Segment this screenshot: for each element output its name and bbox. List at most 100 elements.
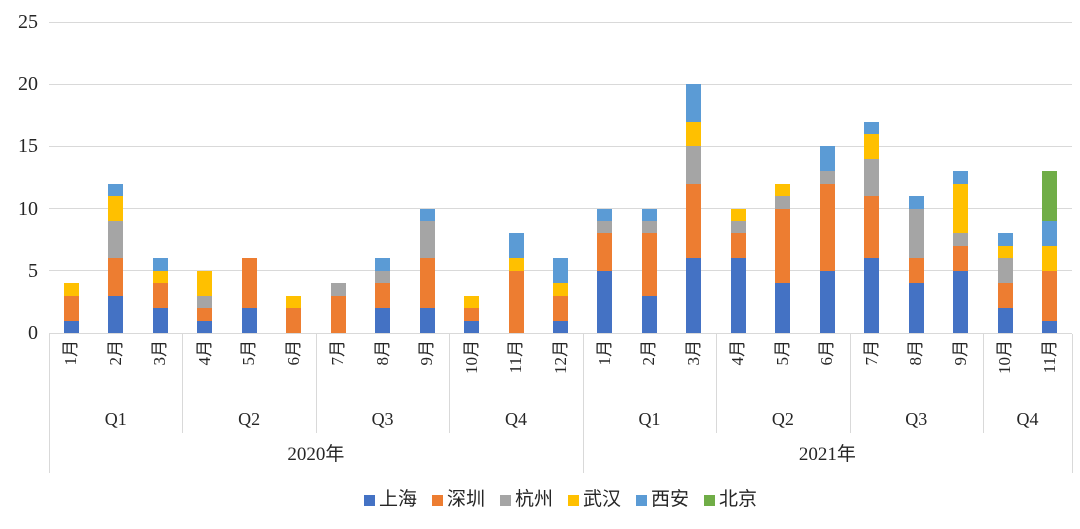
y-axis-tick-label: 25 — [18, 11, 38, 33]
bar-segment-深圳 — [553, 295, 568, 321]
quarter-divider — [182, 334, 184, 433]
legend-swatch-icon — [363, 494, 375, 506]
bar-segment-武汉 — [508, 258, 524, 271]
bar-segment-深圳 — [108, 258, 124, 296]
bar-segment-西安 — [375, 258, 391, 271]
quarter-divider — [716, 334, 718, 433]
legend-swatch-icon — [636, 494, 648, 506]
bar-segment-上海 — [908, 283, 924, 333]
bar-segment-上海 — [152, 308, 168, 333]
bar-segment-深圳 — [375, 283, 391, 309]
month-tick-label: 9月 — [417, 340, 437, 366]
month-tick-label: 7月 — [328, 340, 348, 366]
month-tick-label: 4月 — [728, 340, 748, 366]
legend: 上海 深圳 杭州 武汉 西安 北京 — [49, 486, 1072, 514]
gridline — [49, 145, 1072, 147]
bar-segment-上海 — [241, 308, 257, 333]
legend-label: 武汉 — [583, 489, 622, 510]
bar-segment-上海 — [730, 258, 746, 333]
bar-segment-西安 — [997, 233, 1013, 246]
bar-segment-西安 — [953, 171, 969, 184]
bar-segment-杭州 — [997, 258, 1013, 284]
bar-segment-杭州 — [908, 208, 924, 259]
bar-segment-西安 — [864, 121, 880, 134]
bar-segment-西安 — [108, 183, 124, 197]
bar-segment-武汉 — [775, 183, 791, 197]
bar-segment-杭州 — [819, 171, 835, 184]
legend-label: 西安 — [651, 489, 690, 510]
legend-swatch-icon — [431, 494, 443, 506]
legend-item-上海: 上海 — [363, 489, 417, 511]
bar-segment-上海 — [953, 270, 969, 333]
month-tick-label: 2月 — [639, 340, 659, 366]
bar-segment-杭州 — [864, 158, 880, 197]
quarter-label: Q2 — [771, 409, 794, 429]
quarter-label: Q1 — [104, 409, 127, 429]
legend-item-杭州: 杭州 — [499, 489, 553, 511]
month-tick-label: 6月 — [817, 340, 837, 366]
month-tick-label: 3月 — [683, 340, 703, 366]
month-tick-label: 2月 — [105, 340, 125, 366]
bar-segment-杭州 — [775, 196, 791, 209]
bar-segment-上海 — [375, 308, 391, 333]
bar-segment-武汉 — [553, 283, 568, 296]
quarter-label: Q1 — [638, 409, 661, 429]
bar-segment-武汉 — [953, 183, 969, 234]
legend-label: 北京 — [719, 489, 758, 510]
month-tick-label: 1月 — [61, 340, 81, 366]
bar-segment-上海 — [1042, 320, 1058, 333]
year-divider — [49, 334, 50, 473]
gridline — [49, 21, 1072, 23]
bar-segment-杭州 — [108, 221, 124, 259]
bar-segment-深圳 — [286, 308, 302, 333]
bar-segment-深圳 — [864, 196, 880, 259]
bar-segment-杭州 — [730, 221, 746, 234]
bar-segment-上海 — [819, 270, 835, 333]
bar-segment-深圳 — [597, 233, 613, 271]
bar-segment-武汉 — [464, 295, 480, 309]
bar-segment-深圳 — [152, 283, 168, 309]
year-divider — [1072, 334, 1073, 473]
bar-segment-西安 — [419, 208, 435, 222]
bar-segment-深圳 — [819, 183, 835, 271]
bar-segment-西安 — [597, 208, 613, 222]
quarter-label: Q3 — [371, 409, 394, 429]
bar-segment-深圳 — [419, 258, 435, 309]
bar-segment-武汉 — [197, 270, 213, 296]
bar-segment-上海 — [641, 295, 657, 333]
bar-segment-西安 — [152, 258, 168, 271]
bar-segment-上海 — [63, 320, 79, 333]
bar-segment-上海 — [464, 320, 480, 333]
bar-segment-深圳 — [508, 270, 524, 333]
bar-segment-深圳 — [330, 295, 346, 333]
bar-segment-杭州 — [597, 221, 613, 234]
bar-segment-西安 — [819, 146, 835, 172]
bar-segment-武汉 — [108, 196, 124, 222]
bar-segment-杭州 — [641, 221, 657, 234]
bar-segment-杭州 — [419, 221, 435, 259]
quarter-divider — [449, 334, 451, 433]
month-tick-label: 5月 — [239, 340, 259, 366]
legend-swatch-icon — [568, 494, 579, 506]
bar-segment-深圳 — [997, 283, 1013, 309]
legend-swatch-icon — [499, 494, 511, 506]
legend-item-西安: 西安 — [636, 489, 689, 511]
month-tick-label: 11月 — [1039, 340, 1059, 374]
legend-item-深圳: 深圳 — [431, 489, 485, 511]
year-label: 2020年 — [287, 444, 345, 465]
month-tick-label: 11月 — [506, 340, 526, 374]
y-axis-tick-label: 0 — [28, 322, 38, 344]
legend-label: 杭州 — [514, 489, 553, 510]
bar-segment-上海 — [597, 270, 613, 333]
bar-segment-上海 — [686, 258, 702, 333]
bar-segment-上海 — [419, 308, 435, 333]
bar-segment-西安 — [553, 258, 568, 284]
bar-segment-深圳 — [686, 183, 702, 259]
quarter-label: Q2 — [238, 409, 261, 429]
bar-segment-西安 — [1042, 221, 1058, 246]
bar-segment-西安 — [641, 208, 657, 222]
month-tick-label: 6月 — [283, 340, 303, 366]
bar-segment-深圳 — [908, 258, 924, 284]
quarter-divider — [849, 334, 851, 433]
bar-segment-杭州 — [330, 283, 346, 296]
